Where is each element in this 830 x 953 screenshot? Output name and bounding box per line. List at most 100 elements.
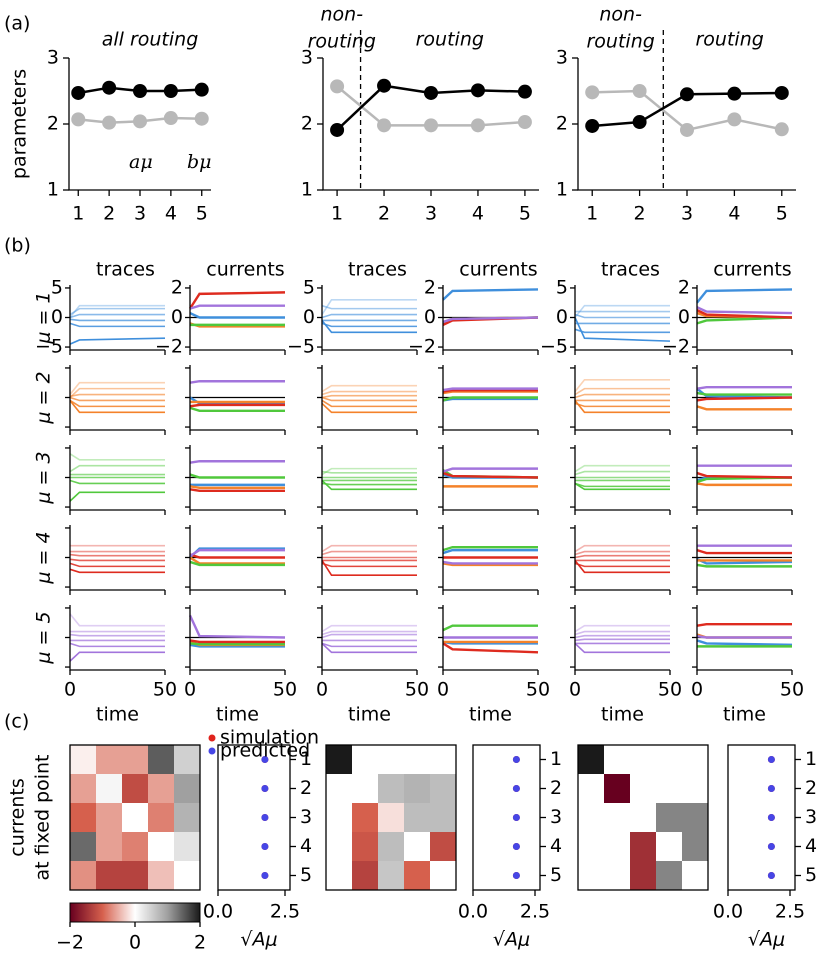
- trace-line: [574, 402, 670, 408]
- row-label: μ = 3: [33, 451, 55, 504]
- marker: [517, 115, 532, 130]
- heatmap-cell: [630, 861, 657, 891]
- current-line: [442, 545, 538, 552]
- marker: [330, 122, 345, 137]
- heatmap-cell: [148, 803, 175, 833]
- heatmap-cell: [630, 832, 657, 862]
- x-axis-label: time: [348, 704, 391, 726]
- heatmap-cell: [578, 745, 605, 775]
- legend-dot: [208, 734, 216, 742]
- heatmap-cell: [96, 861, 123, 891]
- dot-frame: [472, 744, 541, 891]
- x-axis-label: √Aμ: [493, 929, 530, 951]
- current-line: [189, 642, 285, 646]
- trace-line: [574, 378, 670, 393]
- trace-line: [69, 396, 165, 402]
- x-tick-label: 2: [634, 203, 646, 225]
- x-tick-label: 5: [196, 203, 208, 225]
- x-axis-label: time: [723, 704, 766, 726]
- current-line: [189, 639, 285, 644]
- y-tick-label: 0: [556, 306, 568, 328]
- current-line: [188, 614, 286, 639]
- trace-line: [321, 304, 417, 310]
- trace-line: [574, 328, 670, 334]
- region-label: non-: [599, 4, 642, 26]
- row-label: μ = 5: [33, 611, 55, 664]
- panel-label: (c): [4, 711, 29, 733]
- y-tick-label: 2: [556, 113, 568, 135]
- current-line: [189, 396, 285, 405]
- y-tick-label: 4: [300, 835, 312, 857]
- trace-line: [321, 399, 417, 408]
- heatmap-cell: [326, 861, 353, 891]
- axis-spine: [321, 285, 417, 351]
- heatmap-cell: [604, 803, 631, 833]
- heatmap-cell: [430, 861, 457, 891]
- heatmap-cell: [578, 803, 605, 833]
- trace-line: [321, 544, 417, 553]
- predicted-dot: [767, 872, 775, 879]
- y-tick-label: 4: [805, 835, 817, 857]
- trace-line: [69, 633, 165, 637]
- heatmap-cell: [430, 745, 457, 775]
- x-tick-label: 4: [472, 203, 484, 225]
- y-tick-label: −2: [662, 336, 690, 358]
- current-line: [189, 406, 285, 412]
- current-line: [442, 397, 538, 402]
- current-line: [696, 309, 793, 319]
- predicted-dot: [512, 843, 520, 850]
- x-tick-label: 2.5: [775, 901, 805, 923]
- y-axis-label: parameters: [9, 69, 31, 179]
- trace-line: [574, 470, 670, 476]
- colorbar-tick-label: 2: [194, 932, 206, 953]
- current-line: [696, 316, 793, 325]
- trace-line: [69, 322, 165, 328]
- heatmap-cell: [352, 745, 379, 775]
- heatmap-cell: [656, 861, 683, 891]
- heatmap-cell: [122, 861, 149, 891]
- heatmap-cell: [70, 803, 97, 833]
- legend-label: simulation: [220, 727, 319, 749]
- trace-line: [69, 553, 165, 557]
- trace-line: [69, 613, 165, 627]
- trace-line: [69, 399, 165, 408]
- trace-line: [574, 464, 670, 473]
- current-line: [696, 396, 793, 402]
- trace-line: [321, 482, 417, 486]
- x-tick-label: 3: [134, 203, 146, 225]
- current-line: [189, 556, 285, 565]
- y-tick-label: 2: [424, 276, 436, 298]
- current-line: [189, 485, 285, 490]
- trace-line: [574, 544, 670, 553]
- marker: [424, 85, 438, 100]
- column-title: currents: [206, 259, 284, 281]
- y-tick-label: 3: [300, 806, 312, 828]
- predicted-dot: [261, 872, 269, 879]
- trace-line: [321, 550, 417, 556]
- y-tick-label: 2: [171, 276, 183, 298]
- trace-line: [321, 642, 417, 654]
- y-tick-label: 2: [678, 276, 690, 298]
- heatmap-cell: [656, 803, 683, 833]
- trace-line: [574, 642, 670, 654]
- axis-spine: [321, 605, 417, 671]
- current-line: [696, 548, 792, 555]
- marker: [377, 78, 392, 93]
- x-axis-label: time: [469, 704, 512, 726]
- marker: [680, 122, 694, 137]
- x-tick-label: 1: [331, 203, 343, 225]
- marker: [194, 82, 209, 97]
- heatmap-cell: [96, 832, 123, 862]
- heatmap-cell: [682, 832, 709, 862]
- current-line: [442, 388, 538, 393]
- dot-frame: [217, 744, 291, 891]
- y-tick-label: 1: [805, 748, 817, 770]
- column-title: currents: [459, 259, 537, 281]
- x-tick-label: 50: [153, 679, 177, 701]
- trace-line: [321, 322, 417, 328]
- predicted-dot: [767, 756, 775, 763]
- current-line: [442, 471, 539, 479]
- heatmap-cell: [122, 803, 149, 833]
- current-line: [188, 291, 286, 310]
- x-tick-label: 0.0: [458, 901, 488, 923]
